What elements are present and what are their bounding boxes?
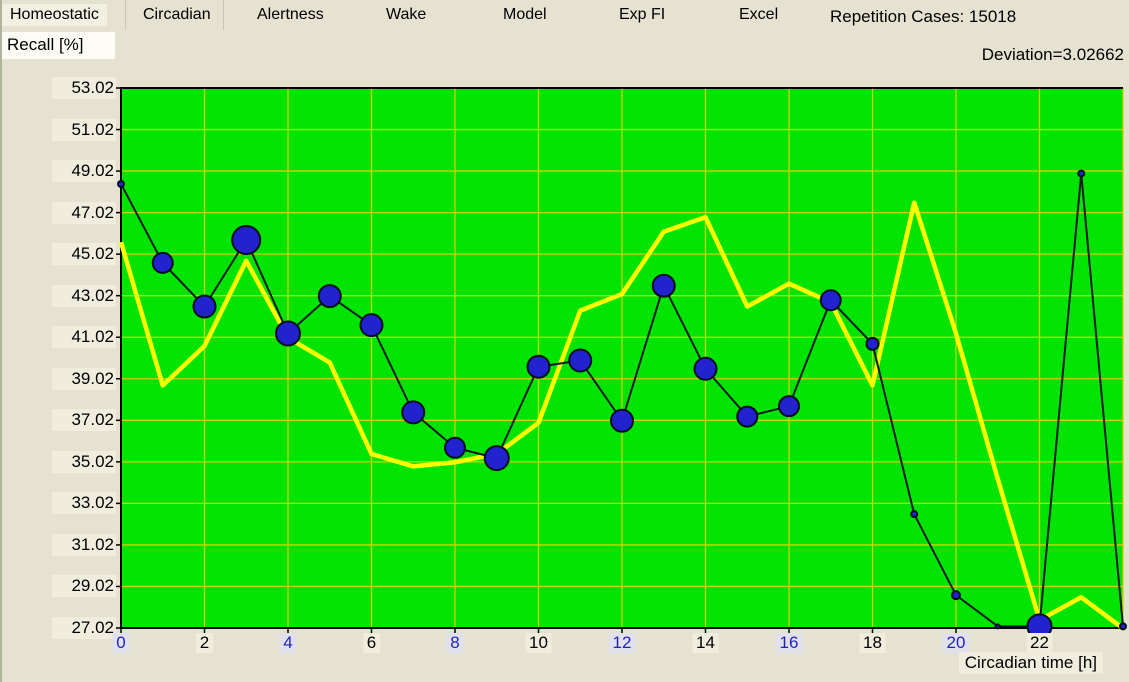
x-tick-label: 16 [775, 633, 803, 653]
tab-homeostatic[interactable]: Homeostatic [2, 4, 107, 26]
data-point-markers [117, 169, 1127, 640]
tab-exp-fi[interactable]: Exp FI [619, 6, 666, 23]
tab-wake[interactable]: Wake [386, 6, 427, 23]
y-tick-label: 53.02 [52, 77, 116, 99]
tab-circadian[interactable]: Circadian [143, 6, 211, 23]
data-point-marker [693, 356, 718, 381]
tab-model[interactable]: Model [503, 6, 547, 23]
tab-alertness[interactable]: Alertness [257, 6, 324, 23]
deviation-text: Deviation=3.02662 [981, 45, 1124, 60]
tab-excel[interactable]: Excel [739, 6, 779, 23]
y-tick-label: 29.02 [52, 575, 116, 598]
window-left-edge [0, 0, 2, 682]
y-tick-label: 43.02 [52, 284, 116, 307]
x-tick-label: 2 [195, 633, 214, 653]
data-point-marker [651, 273, 676, 298]
y-tick-label: 51.02 [52, 118, 116, 141]
y-tick-label: 41.02 [52, 326, 116, 349]
y-tick-label: 39.02 [52, 367, 116, 390]
data-point-marker [951, 590, 961, 601]
data-point-marker [819, 289, 842, 312]
data-point-marker [483, 445, 510, 472]
data-point-marker [526, 354, 551, 379]
x-tick-label: 10 [525, 633, 552, 653]
x-tick-label: 8 [446, 633, 464, 653]
data-point-marker [610, 408, 634, 433]
y-tick-label: 31.02 [52, 533, 116, 556]
x-tick-label: 14 [692, 633, 719, 653]
x-tick-label: 6 [362, 633, 381, 653]
data-point-marker [1119, 622, 1127, 631]
data-point-marker [994, 623, 1001, 630]
tab-separator [223, 0, 224, 30]
data-point-marker [1077, 169, 1086, 178]
toolbar: Homeostatic Circadian Alertness Wake Model Ex… [0, 0, 1129, 32]
axis-border [120, 87, 1123, 629]
data-point-marker [568, 348, 593, 373]
x-tick-label: 22 [1026, 633, 1053, 653]
repetition-cases-text: Repetition Cases: 15018 [830, 7, 1017, 26]
data-point-marker [736, 405, 759, 428]
x-tick-label: 0 [112, 633, 130, 653]
data-point-marker [865, 336, 880, 351]
x-tick-label: 20 [942, 633, 970, 653]
data-point-marker [778, 395, 800, 418]
y-tick-label: 37.02 [52, 409, 116, 432]
data-point-marker [317, 284, 342, 309]
data-point-marker [401, 400, 426, 425]
data-point-marker [192, 294, 217, 319]
data-point-marker [910, 510, 919, 519]
y-tick-label: 35.02 [52, 450, 116, 473]
x-axis-title: Circadian time [h] [958, 652, 1103, 674]
y-tick-label: 49.02 [52, 160, 116, 183]
y-tick-label: 47.02 [52, 201, 116, 224]
x-tick-label: 18 [859, 633, 886, 653]
data-point-marker [231, 225, 262, 256]
tab-separator [125, 0, 126, 30]
y-axis-title: Recall [%] [2, 32, 115, 59]
data-point-marker [117, 179, 125, 188]
x-tick-label: 12 [608, 633, 636, 653]
x-tick-label: 4 [279, 633, 297, 653]
data-point-marker [151, 251, 174, 274]
data-point-marker [444, 436, 466, 459]
y-tick-label: 33.02 [52, 492, 116, 515]
y-tick-label: 27.02 [52, 617, 116, 639]
data-point-marker [359, 313, 384, 338]
data-point-marker [275, 320, 301, 347]
y-tick-label: 45.02 [52, 243, 116, 266]
